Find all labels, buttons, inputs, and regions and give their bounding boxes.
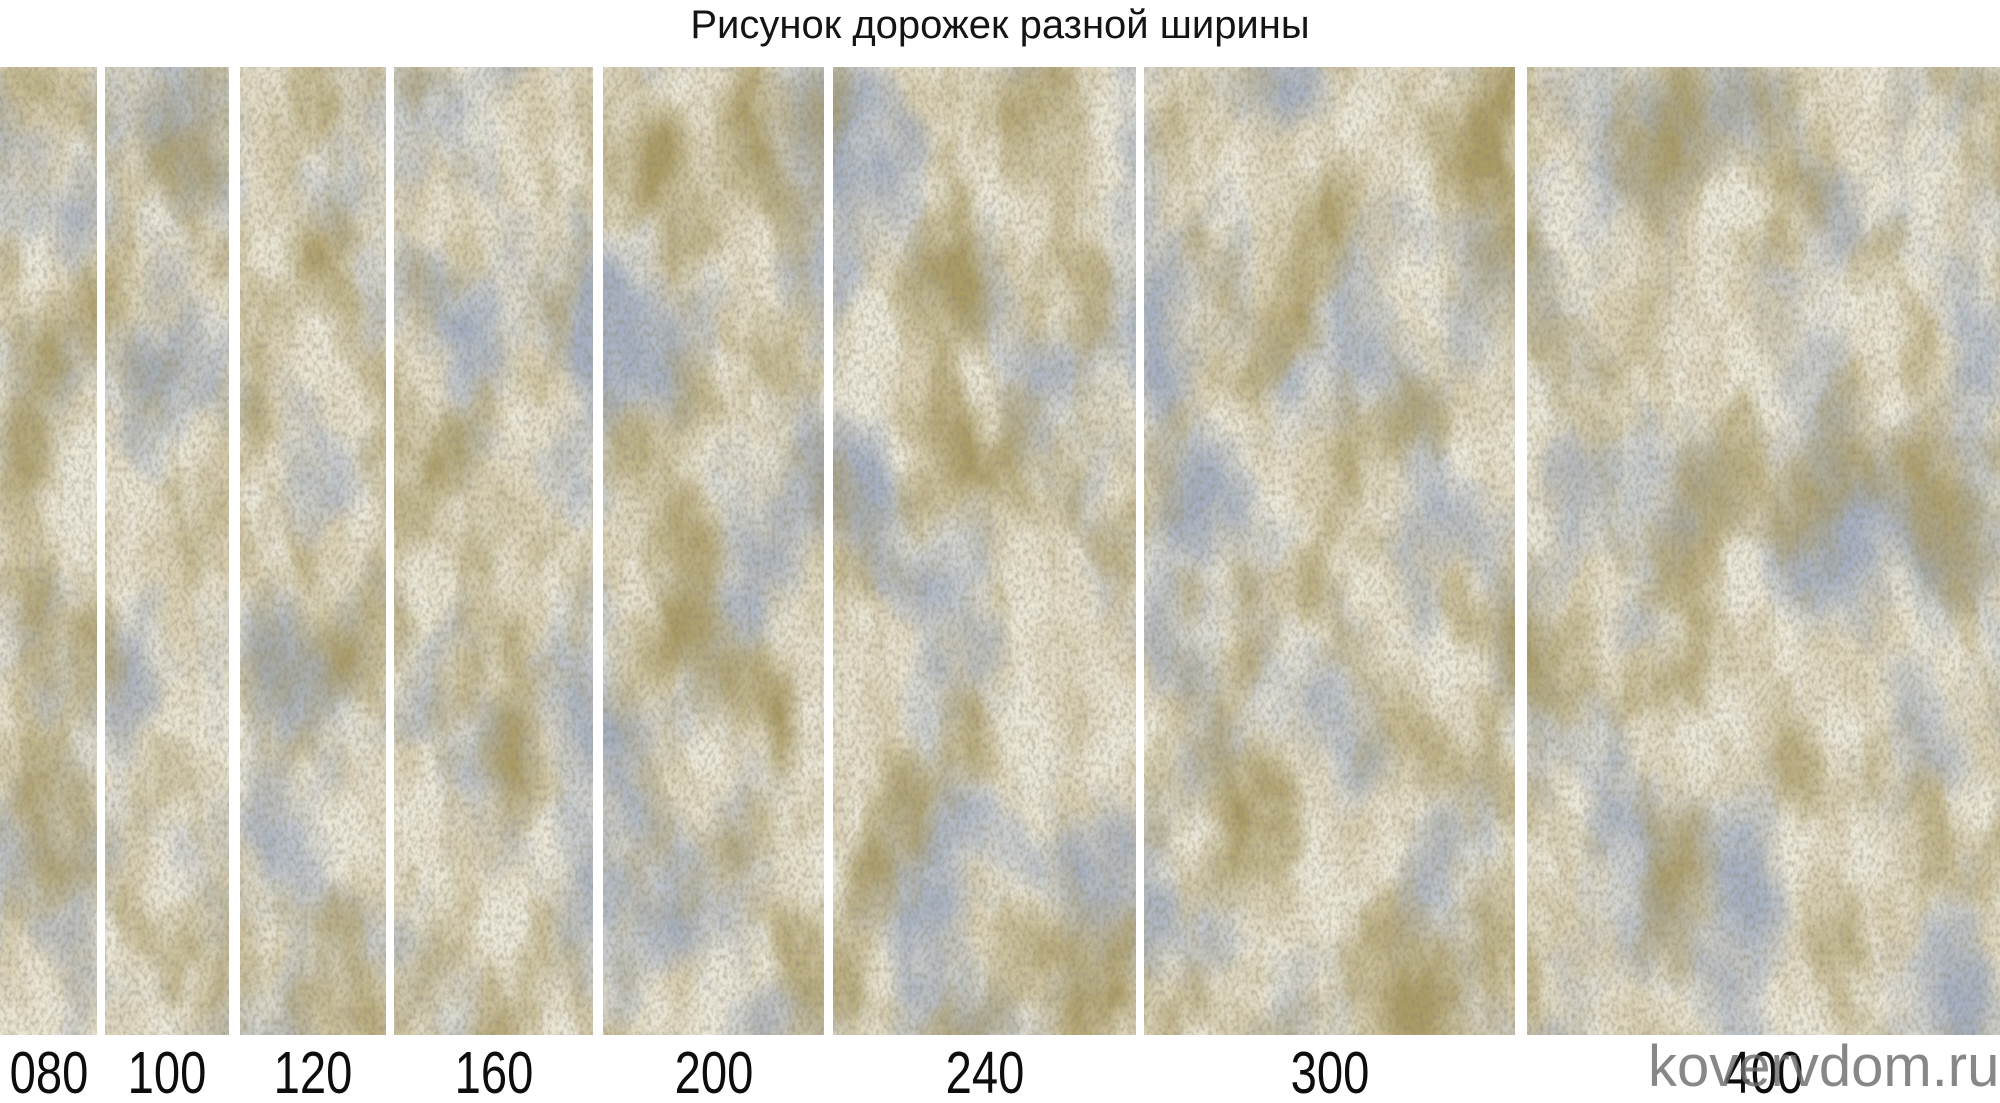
carpet-strip — [394, 67, 593, 1035]
width-label: 100 — [127, 1040, 207, 1103]
carpet-strip — [1527, 67, 2000, 1035]
carpet-strip — [1144, 67, 1515, 1035]
carpet-strip — [240, 67, 386, 1035]
width-label: 300 — [1290, 1040, 1369, 1103]
watermark: kovervdom.ru — [1648, 1034, 2000, 1099]
width-label: 120 — [273, 1040, 353, 1103]
width-label: 400 — [1724, 1040, 1803, 1103]
carpet-strips — [0, 67, 2000, 1035]
width-label: 200 — [674, 1040, 753, 1103]
width-label: 160 — [454, 1040, 533, 1103]
width-label: 240 — [945, 1040, 1024, 1103]
carpet-strip — [0, 67, 97, 1035]
carpet-strip — [105, 67, 229, 1035]
width-label: 080 — [9, 1040, 88, 1103]
page-title: Рисунок дорожек разной ширины — [690, 3, 1310, 47]
carpet-strip — [833, 67, 1136, 1035]
carpet-strip — [603, 67, 824, 1035]
